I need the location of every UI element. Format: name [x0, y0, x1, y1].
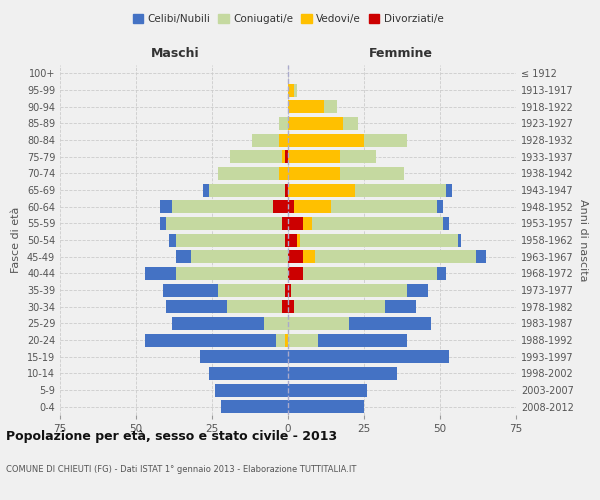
Bar	[288, 134, 364, 146]
Bar	[227, 300, 282, 313]
Bar	[279, 134, 288, 146]
Bar	[160, 217, 166, 230]
Bar	[288, 150, 340, 163]
Bar	[364, 134, 407, 146]
Bar	[282, 217, 288, 230]
Bar	[288, 200, 294, 213]
Bar	[288, 117, 343, 130]
Bar	[218, 167, 279, 180]
Bar	[288, 234, 297, 246]
Bar	[160, 200, 172, 213]
Legend: Celibi/Nubili, Coniugati/e, Vedovi/e, Divorziati/e: Celibi/Nubili, Coniugati/e, Vedovi/e, Di…	[128, 10, 448, 29]
Bar	[476, 250, 485, 263]
Bar	[385, 300, 416, 313]
Bar	[176, 250, 191, 263]
Bar	[288, 300, 294, 313]
Bar	[215, 384, 288, 396]
Bar	[163, 284, 218, 296]
Bar	[166, 217, 282, 230]
Bar	[282, 300, 288, 313]
Bar	[218, 284, 285, 296]
Text: Maschi: Maschi	[151, 47, 200, 60]
Bar	[349, 317, 431, 330]
Y-axis label: Fasce di età: Fasce di età	[11, 207, 21, 273]
Bar	[276, 334, 285, 346]
Bar	[288, 384, 367, 396]
Bar	[325, 100, 337, 113]
Bar	[313, 217, 443, 230]
Bar	[285, 334, 288, 346]
Bar	[288, 267, 303, 280]
Bar	[355, 184, 446, 196]
Bar	[288, 350, 449, 363]
Bar	[340, 150, 376, 163]
Bar	[285, 234, 288, 246]
Bar	[300, 234, 458, 246]
Bar	[172, 200, 273, 213]
Bar	[437, 200, 443, 213]
Bar	[407, 284, 428, 296]
Bar	[285, 284, 288, 296]
Bar	[288, 100, 325, 113]
Bar	[169, 234, 176, 246]
Bar	[297, 234, 300, 246]
Bar	[209, 184, 285, 196]
Bar	[176, 234, 285, 246]
Bar	[294, 200, 331, 213]
Bar	[263, 317, 288, 330]
Text: Femmine: Femmine	[368, 47, 433, 60]
Bar	[288, 167, 340, 180]
Bar	[285, 184, 288, 196]
Bar	[251, 134, 279, 146]
Bar	[288, 84, 294, 96]
Text: COMUNE DI CHIEUTI (FG) - Dati ISTAT 1° gennaio 2013 - Elaborazione TUTTITALIA.IT: COMUNE DI CHIEUTI (FG) - Dati ISTAT 1° g…	[6, 465, 356, 474]
Bar	[458, 234, 461, 246]
Bar	[273, 200, 288, 213]
Bar	[203, 184, 209, 196]
Bar	[288, 184, 355, 196]
Bar	[176, 267, 288, 280]
Bar	[221, 400, 288, 413]
Bar	[343, 117, 358, 130]
Bar	[288, 250, 303, 263]
Bar	[294, 84, 297, 96]
Bar	[303, 250, 316, 263]
Bar	[288, 334, 319, 346]
Bar	[279, 167, 288, 180]
Bar	[303, 217, 313, 230]
Bar	[230, 150, 282, 163]
Bar	[285, 150, 288, 163]
Bar	[443, 217, 449, 230]
Bar	[316, 250, 476, 263]
Bar	[200, 350, 288, 363]
Bar	[288, 217, 303, 230]
Bar	[303, 267, 437, 280]
Bar	[172, 317, 263, 330]
Bar	[340, 167, 404, 180]
Bar	[331, 200, 437, 213]
Bar	[288, 367, 397, 380]
Bar	[282, 150, 285, 163]
Bar	[319, 334, 407, 346]
Bar	[145, 334, 276, 346]
Bar	[288, 284, 291, 296]
Bar	[191, 250, 288, 263]
Y-axis label: Anni di nascita: Anni di nascita	[578, 198, 587, 281]
Bar	[166, 300, 227, 313]
Bar	[288, 317, 349, 330]
Bar	[279, 117, 288, 130]
Bar	[437, 267, 446, 280]
Bar	[209, 367, 288, 380]
Bar	[294, 300, 385, 313]
Bar	[145, 267, 176, 280]
Bar	[288, 400, 364, 413]
Text: Popolazione per età, sesso e stato civile - 2013: Popolazione per età, sesso e stato civil…	[6, 430, 337, 443]
Bar	[446, 184, 452, 196]
Bar	[291, 284, 407, 296]
